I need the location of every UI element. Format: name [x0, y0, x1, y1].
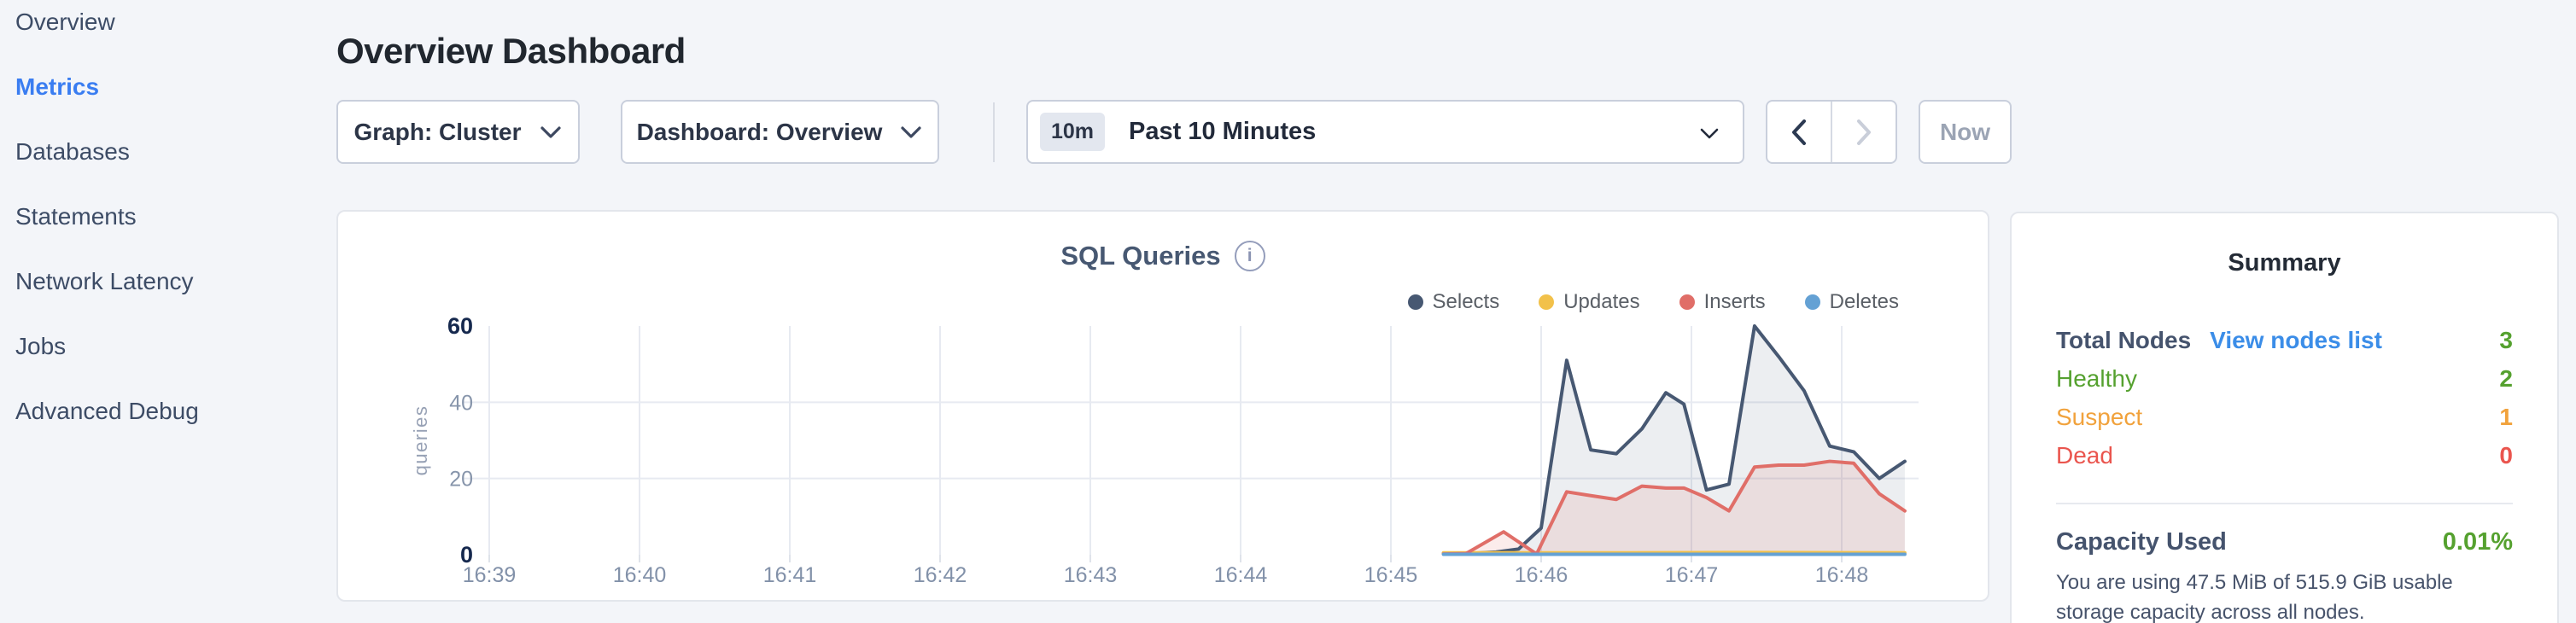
capacity-used-label: Capacity Used [2056, 528, 2227, 556]
y-tick-label: 40 [449, 391, 473, 415]
x-tick-label: 16:48 [1815, 563, 1869, 587]
total-nodes-value: 3 [2499, 327, 2513, 353]
capacity-used-value: 0.01% [2442, 528, 2513, 556]
suspect-value: 1 [2499, 404, 2513, 430]
legend-item-selects[interactable]: Selects [1407, 290, 1500, 314]
time-step-forward-button[interactable] [1832, 102, 1895, 162]
dead-value: 0 [2499, 442, 2513, 469]
total-nodes-row: Total Nodes View nodes list 3 [2056, 327, 2513, 365]
summary-divider [2056, 503, 2513, 504]
time-range-badge: 10m [1040, 113, 1106, 151]
sidebar-item-network-latency[interactable]: Network Latency [15, 268, 194, 294]
sidebar-item-statements[interactable]: Statements [15, 203, 137, 230]
sql-queries-chart: 16:39 16:40 16:41 16:42 16:43 16:44 16:45 16:46… [410, 313, 1919, 587]
graph-scope-label: Graph: Cluster [353, 118, 522, 145]
x-tick-label: 16:39 [463, 563, 517, 587]
legend-label: Inserts [1703, 290, 1766, 313]
sidebar-item-overview[interactable]: Overview [15, 9, 115, 35]
y-tick-label: 60 [447, 313, 473, 339]
legend-label: Updates [1563, 290, 1640, 313]
graph-scope-dropdown[interactable]: Graph: Cluster [336, 100, 580, 164]
sidebar: Overview Metrics Databases Statements Networ… [0, 0, 316, 623]
x-tick-label: 16:44 [1214, 563, 1268, 587]
healthy-label: Healthy [2056, 365, 2137, 392]
x-tick-label: 16:41 [763, 563, 817, 587]
legend-dot-selects [1407, 294, 1423, 310]
chevron-right-icon [1857, 119, 1871, 145]
series-area-selects [1443, 326, 1905, 555]
healthy-nodes-row: Healthy 2 [2056, 365, 2513, 404]
time-range-label: Past 10 Minutes [1129, 118, 1317, 145]
chart-title: SQL Queries [1060, 241, 1221, 271]
dead-label: Dead [2056, 442, 2113, 469]
x-tick-label: 16:46 [1515, 563, 1568, 587]
sidebar-item-jobs[interactable]: Jobs [15, 333, 67, 359]
x-tick-label: 16:47 [1665, 563, 1719, 587]
legend-item-deletes[interactable]: Deletes [1804, 290, 1899, 314]
series-area-inserts [1443, 461, 1905, 555]
sidebar-item-databases[interactable]: Databases [15, 138, 130, 165]
total-nodes-label: Total Nodes [2056, 327, 2192, 353]
page-title: Overview Dashboard [336, 31, 686, 72]
chart-legend: Selects Updates Inserts Deletes [1369, 290, 1899, 314]
info-icon[interactable]: i [1234, 241, 1265, 271]
summary-title: Summary [2228, 249, 2341, 277]
legend-dot-updates [1539, 294, 1555, 310]
legend-dot-deletes [1804, 294, 1820, 310]
now-button-label: Now [1939, 118, 1991, 145]
toolbar-divider [993, 102, 995, 162]
x-tick-label: 16:42 [914, 563, 967, 587]
legend-label: Selects [1432, 290, 1500, 313]
legend-label: Deletes [1829, 290, 1899, 313]
time-range-dropdown[interactable]: 10m Past 10 Minutes [1026, 100, 1744, 164]
x-tick-label: 16:43 [1064, 563, 1118, 587]
capacity-used-row: Capacity Used 0.01% [2056, 528, 2513, 556]
x-tick-label: 16:40 [613, 563, 667, 587]
legend-item-inserts[interactable]: Inserts [1679, 290, 1766, 314]
dashboard-dropdown[interactable]: Dashboard: Overview [621, 100, 939, 164]
chevron-left-icon [1792, 119, 1806, 145]
sidebar-item-metrics[interactable]: Metrics [15, 73, 100, 100]
chevron-down-icon [1700, 128, 1719, 139]
time-step-back-button[interactable] [1767, 102, 1832, 162]
suspect-label: Suspect [2056, 404, 2143, 430]
chart-title-row: SQL Queries i [338, 241, 1988, 271]
time-step-controls [1766, 100, 1897, 164]
y-tick-label: 0 [460, 542, 473, 568]
suspect-nodes-row: Suspect 1 [2056, 404, 2513, 442]
legend-item-updates[interactable]: Updates [1539, 290, 1640, 314]
y-tick-label: 20 [449, 468, 473, 492]
now-button[interactable]: Now [1919, 100, 2012, 164]
legend-dot-inserts [1679, 294, 1695, 310]
x-tick-label: 16:45 [1364, 563, 1418, 587]
y-axis-label: queries [410, 405, 431, 476]
capacity-note: You are using 47.5 MiB of 515.9 GiB usab… [2056, 571, 2453, 623]
chevron-down-icon [901, 125, 922, 138]
view-nodes-list-link[interactable]: View nodes list [2210, 327, 2382, 353]
summary-panel: Summary Total Nodes View nodes list 3 He… [2010, 212, 2559, 623]
healthy-value: 2 [2499, 365, 2513, 392]
sidebar-item-advanced-debug[interactable]: Advanced Debug [15, 398, 199, 424]
dead-nodes-row: Dead 0 [2056, 442, 2513, 480]
chevron-down-icon [540, 125, 561, 138]
sql-queries-chart-card: SQL Queries i Selects Updates Inserts Delet… [336, 210, 1989, 602]
dashboard-label: Dashboard: Overview [636, 118, 883, 145]
